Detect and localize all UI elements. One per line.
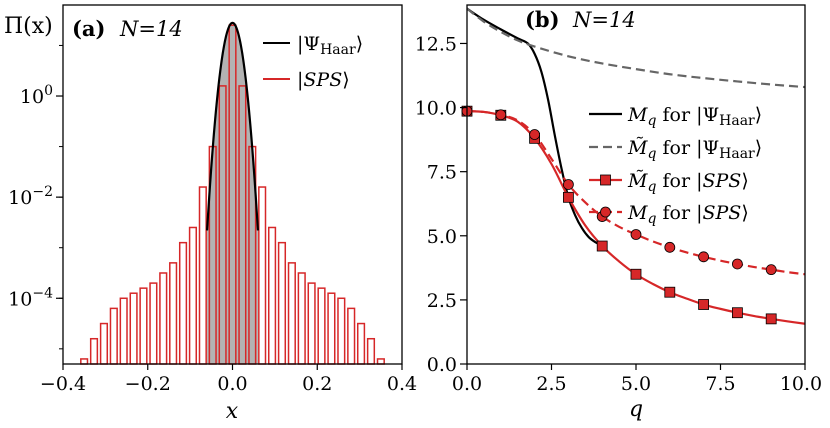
x-tick-label: 10.0 (780, 373, 822, 395)
series-marker-square (596, 240, 608, 252)
series-marker-square (698, 299, 709, 310)
legend-label: Mq for |ΨHaar⟩ (627, 104, 762, 129)
panel-b-legend: Mq for |ΨHaar⟩ M̃q for |ΨHaar⟩ M̃q for |SP… (589, 104, 762, 227)
series-marker-circle (698, 251, 709, 263)
legend-label: M̃q for |SPS⟩ (627, 170, 749, 195)
sps-histogram-bar (169, 262, 178, 365)
y-tick-label: 7.5 (427, 162, 457, 184)
haar-distribution-fill (207, 22, 258, 365)
y-tick-label: 2.5 (427, 290, 457, 312)
panel-b: 0.0 2.5 5.0 7.5 10.0 0.02.55.07.510.012.5 q … (415, 4, 822, 422)
panel-a-y-ticks: 100 10−2 10−4 (8, 44, 63, 350)
legend-label: Mq for |SPS⟩ (627, 202, 749, 227)
sps-histogram-bar (267, 226, 277, 365)
x-tick-label: −0.4 (40, 373, 86, 395)
x-tick-label: 0.2 (302, 373, 332, 395)
sps-histogram-bar (89, 337, 99, 365)
x-tick-label: −0.2 (125, 373, 171, 395)
panel-a-y-label: Π(x) (4, 14, 53, 39)
sps-histogram-bar (317, 287, 326, 365)
x-tick-label: 7.5 (705, 373, 735, 395)
series-marker-circle (732, 258, 743, 270)
series-marker-circle (630, 229, 642, 240)
panel-b-y-ticks: 0.0 2.5 5.0 7.5 10.0 12.5 (415, 33, 467, 376)
sps-histogram-bar (327, 292, 336, 365)
sps-histogram-bar (307, 282, 316, 365)
y-tick-label: 5.0 (427, 226, 457, 248)
x-tick-label: 0.4 (387, 373, 417, 395)
panel-b-x-label: q (629, 397, 643, 422)
panel-a-label: (a) (72, 16, 105, 41)
series-marker-square (765, 313, 777, 325)
sps-histogram-bar (139, 287, 148, 365)
y-tick-label: 10−4 (8, 285, 53, 310)
series-marker-square (664, 286, 676, 298)
sps-histogram-bar (99, 322, 109, 365)
haar-distribution-line (205, 21, 260, 231)
series-marker-square (563, 191, 574, 203)
y-tick-label: 100 (20, 83, 53, 108)
series-marker-circle (664, 241, 676, 253)
sps-histogram-bar (159, 272, 168, 365)
panel-b-annotation: N=14 (572, 8, 636, 32)
sps-histogram-bar (277, 241, 287, 365)
sps-histogram-bar (178, 241, 188, 365)
series-line (466, 7, 603, 247)
sps-histogram-bar (258, 186, 267, 365)
x-tick-label: 5.0 (621, 373, 651, 395)
x-tick-label: 0.0 (452, 373, 482, 395)
sps-histogram-bar (337, 297, 346, 365)
sps-histogram-bar (80, 358, 89, 365)
sps-histogram-bar (287, 262, 296, 365)
legend-label: |ΨHaar⟩ (297, 33, 363, 58)
series-marker-circle (495, 109, 507, 121)
panel-a-x-label: x (226, 399, 239, 424)
legend-label: M̃q for |ΨHaar⟩ (627, 137, 762, 162)
panel-a-annotation: N=14 (119, 17, 183, 41)
series-line (466, 7, 806, 89)
panel-a: −0.4 −0.2 0.0 0.2 0.4 100 10−2 10−4 x Π(x) (a)… (4, 4, 417, 424)
panel-a-legend: |ΨHaar⟩ |SPS⟩ (263, 33, 363, 91)
series-marker-circle (529, 129, 540, 140)
series-marker-circle (765, 264, 777, 276)
x-tick-label: 2.5 (536, 373, 566, 395)
series-line (466, 110, 806, 276)
legend-marker-circle (600, 206, 611, 218)
series-marker-square (630, 268, 642, 280)
panel-b-x-ticks: 0.0 2.5 5.0 7.5 10.0 (452, 364, 822, 395)
y-tick-label: 0.0 (427, 354, 457, 376)
sps-histogram-bar (376, 358, 385, 365)
y-tick-label: 10−2 (8, 184, 53, 209)
panel-b-label: (b) (525, 7, 560, 32)
panel-b-plot-area (461, 7, 806, 325)
legend-label: |SPS⟩ (297, 69, 350, 91)
legend-marker-square (600, 174, 611, 186)
series-marker-square (732, 307, 743, 319)
sps-histogram-bar (356, 322, 366, 365)
sps-histogram-bar (109, 307, 118, 365)
sps-histogram-bar (198, 186, 207, 365)
sps-histogram-bar (129, 292, 138, 365)
y-tick-label: 10.0 (415, 98, 457, 120)
series-marker-circle (563, 179, 574, 190)
sps-histogram-bar (188, 226, 198, 365)
y-tick-label: 12.5 (415, 33, 457, 55)
sps-histogram-bar (366, 337, 376, 365)
sps-histogram-bar (347, 307, 356, 365)
x-tick-label: 0.0 (217, 373, 247, 395)
sps-histogram-bar (149, 282, 158, 365)
sps-histogram-bar (297, 272, 306, 365)
sps-histogram-bar (119, 297, 128, 365)
panel-a-x-ticks: −0.4 −0.2 0.0 0.2 0.4 (40, 364, 417, 395)
